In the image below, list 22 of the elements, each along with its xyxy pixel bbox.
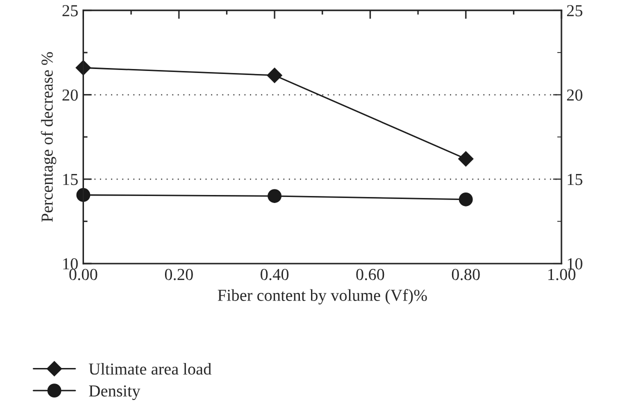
point bbox=[458, 151, 474, 166]
legend-label: Ultimate area load bbox=[88, 362, 212, 375]
point bbox=[266, 68, 282, 83]
x-tick-label: 0.60 bbox=[356, 268, 384, 280]
y-tick-label: 10 bbox=[63, 258, 78, 270]
x-tick-label: 0.20 bbox=[164, 268, 193, 280]
y-tick-label: 15 bbox=[63, 174, 78, 186]
x-tick-label: 0.00 bbox=[69, 268, 98, 280]
x-tick-label: 1.00 bbox=[548, 268, 576, 280]
y2-tick-label: 20 bbox=[567, 89, 582, 101]
x-tick-label: 0.40 bbox=[260, 268, 289, 280]
x-tick-label: 0.80 bbox=[452, 268, 480, 280]
y-axis-title: Percentage of decrease % bbox=[40, 52, 56, 222]
y-tick-label: 25 bbox=[62, 5, 78, 16]
point bbox=[268, 189, 282, 203]
y2-tick-label: 25 bbox=[567, 5, 582, 16]
y2-tick-label: 10 bbox=[568, 258, 582, 270]
legend-label: Density bbox=[88, 385, 140, 400]
point bbox=[458, 192, 473, 206]
y-tick-label: 20 bbox=[62, 89, 78, 101]
y2-tick-label: 15 bbox=[568, 174, 582, 186]
x-axis-title: Fiber content by volume (Vf)% bbox=[218, 289, 427, 304]
